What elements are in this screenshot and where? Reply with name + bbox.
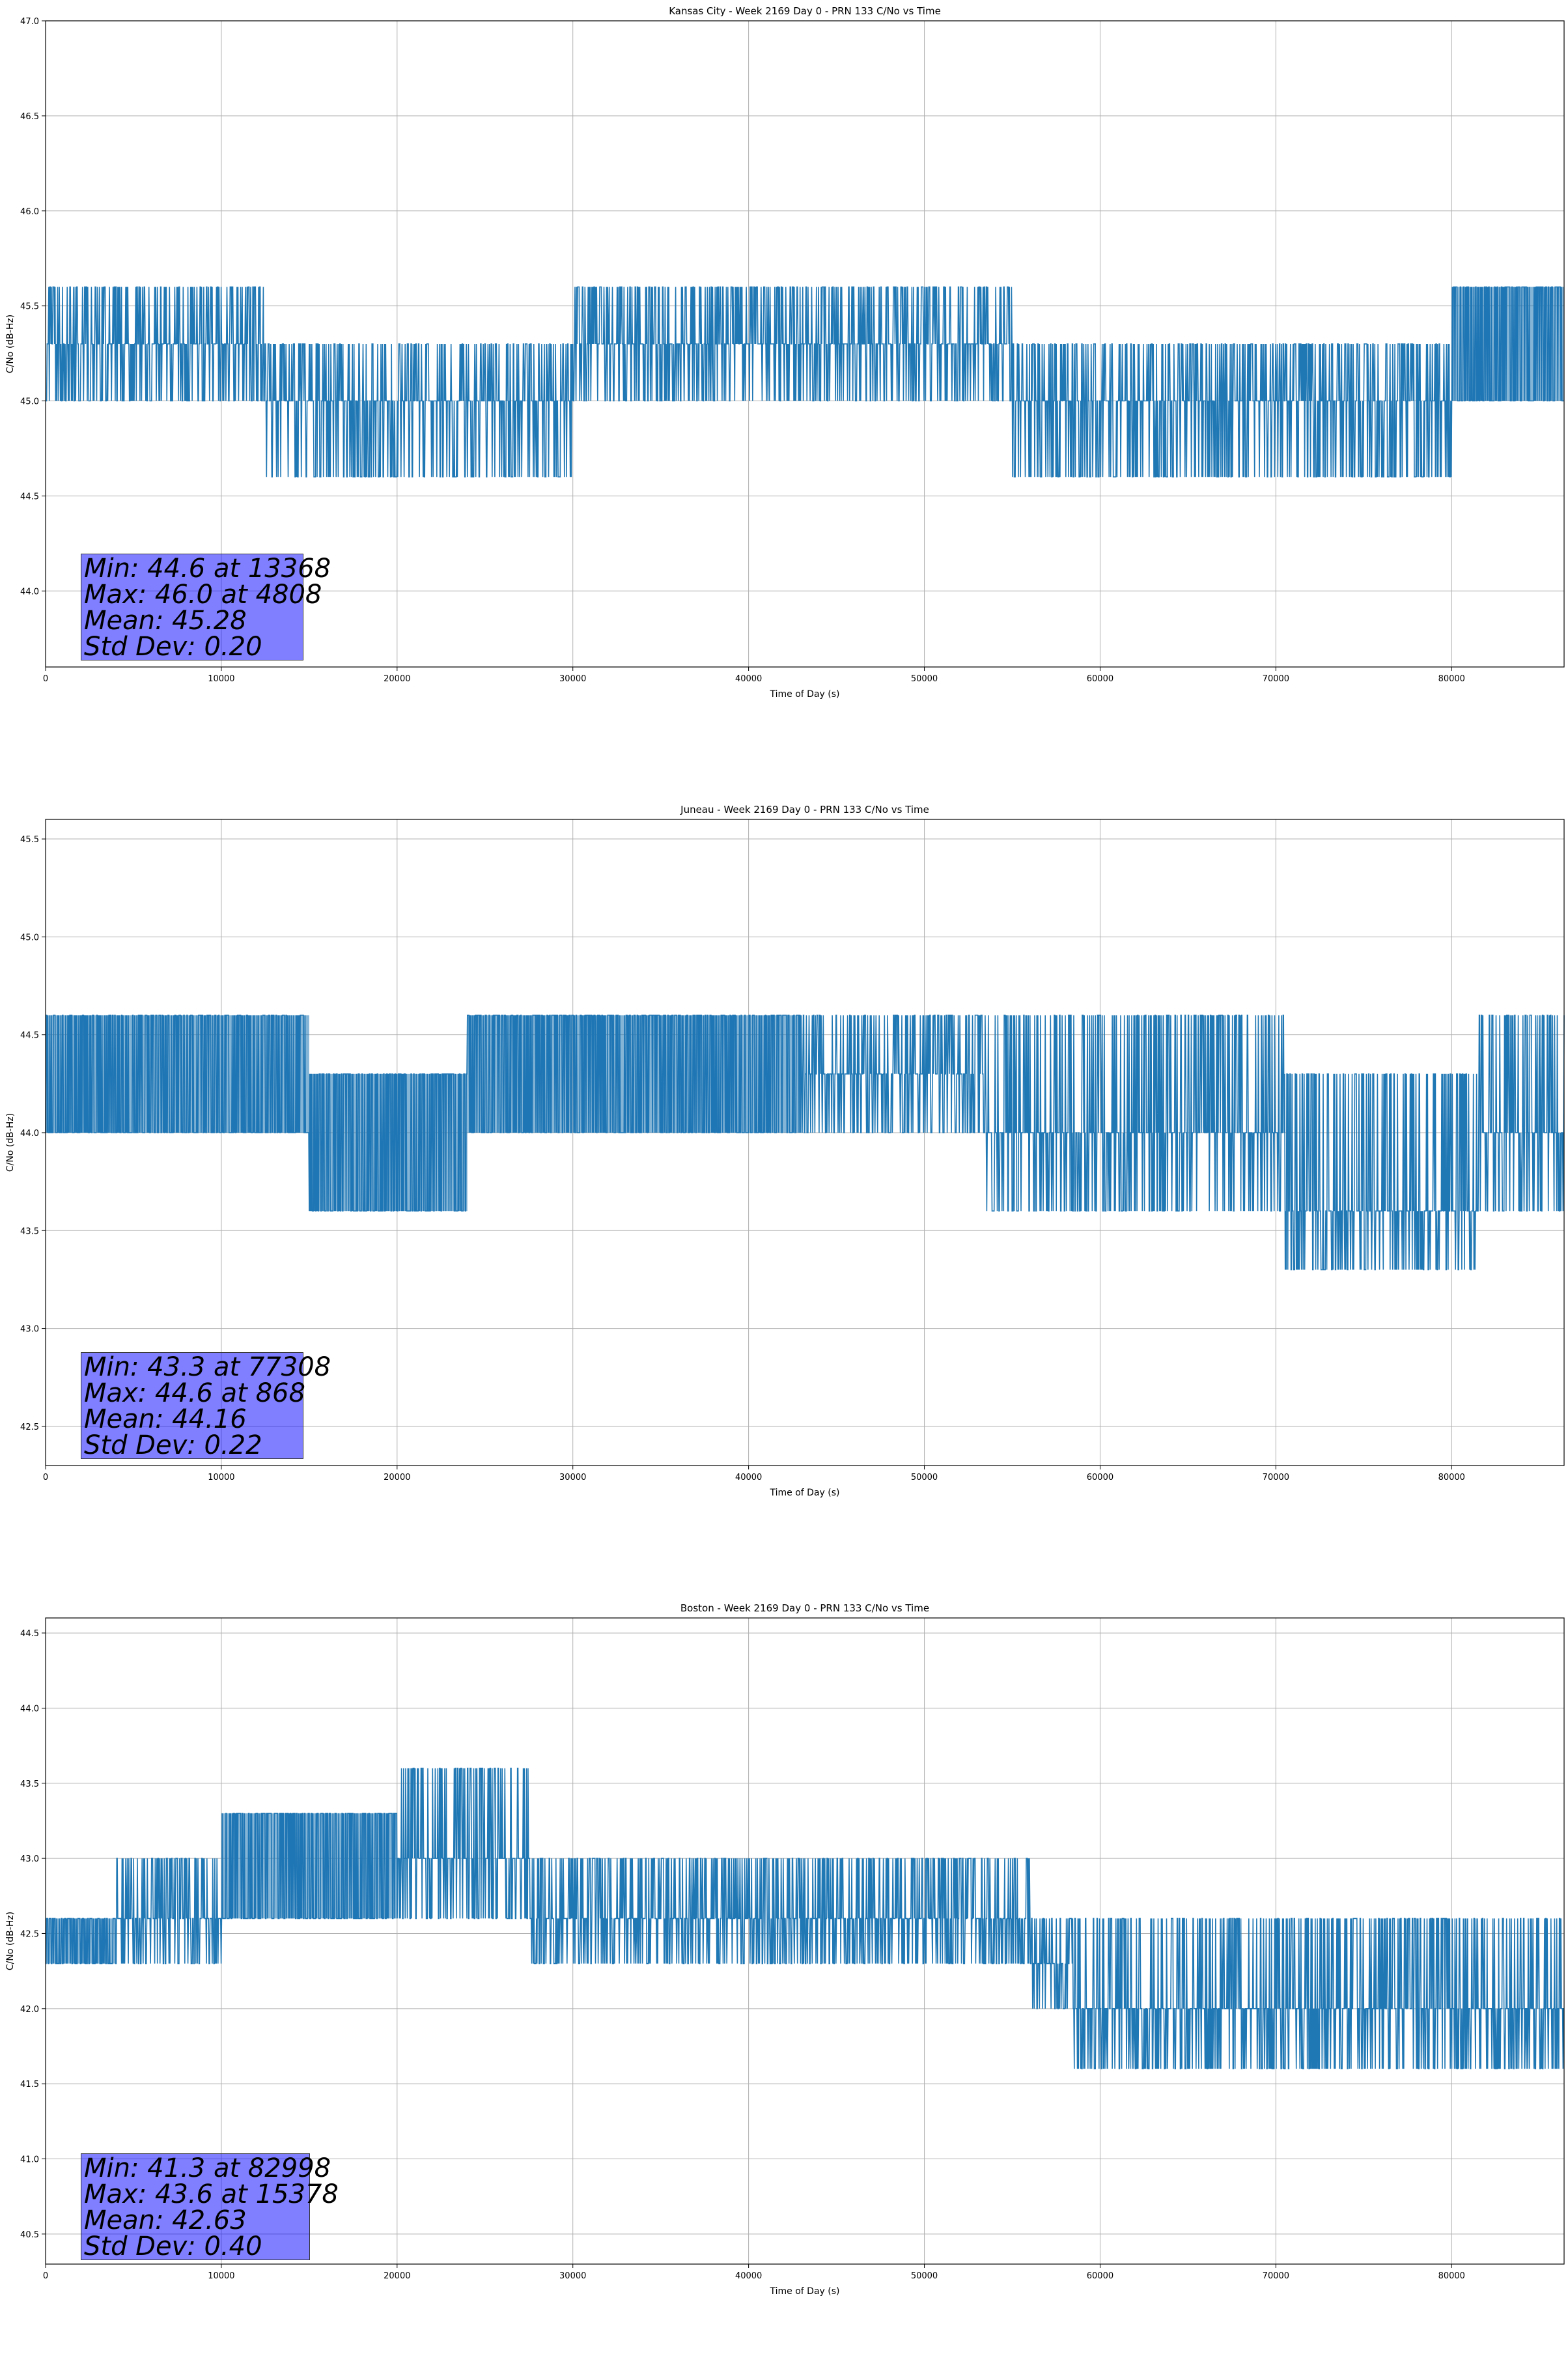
y-tick-label: 44.5	[20, 1031, 39, 1041]
y-tick-label: 41.0	[20, 2155, 39, 2165]
series-line	[45, 1014, 1565, 1271]
chart-panel-juneau: 0 10000 20000 30000 40000 50000 60000 70000 8000…	[0, 799, 1568, 1568]
x-tick-label: 20000	[384, 674, 410, 684]
x-tick-label: 20000	[384, 2271, 410, 2281]
x-tick-label: 50000	[911, 2271, 938, 2281]
plot-frame	[45, 819, 1565, 1466]
chart-title: Boston - Week 2169 Day 0 - PRN 133 C/No …	[680, 1602, 929, 1614]
series-line	[46, 286, 1564, 478]
x-tick-label: 70000	[1263, 1473, 1289, 1482]
y-tick-label: 45.5	[20, 835, 39, 845]
y-axis-label: C/No (dB-Hz)	[5, 1912, 16, 1970]
plot-frame	[45, 20, 1565, 668]
stats-std: Std Dev: 0.40	[84, 2232, 262, 2261]
stats-min: Min: 41.3 at 82998	[84, 2153, 331, 2183]
y-tick-label: 44.0	[20, 1704, 39, 1714]
y-tick-label: 46.5	[20, 112, 39, 122]
y-tick-label: 47.0	[20, 17, 39, 27]
y-tick-label: 44.0	[20, 1129, 39, 1139]
chart-panel-kansas-city: 0 10000 20000 30000 40000 50000 60000 70000 8000…	[0, 0, 1568, 770]
y-tick-label: 43.0	[20, 1854, 39, 1864]
x-tick-label: 70000	[1263, 2271, 1289, 2281]
series-band	[46, 1918, 116, 1964]
x-tick-label: 40000	[735, 674, 762, 684]
series-band	[1451, 287, 1564, 401]
plot-frame	[45, 1617, 1565, 2265]
y-tick-label: 42.5	[20, 1929, 39, 1939]
stats-std: Std Dev: 0.20	[84, 632, 262, 662]
x-tick-label: 80000	[1438, 1473, 1465, 1482]
x-tick-label: 40000	[735, 1473, 762, 1482]
x-tick-label: 0	[43, 1473, 48, 1482]
x-tick-label: 50000	[911, 1473, 938, 1482]
series-line	[46, 1767, 1564, 2069]
y-tick-label: 45.5	[20, 302, 39, 312]
y-tick-label: 46.0	[20, 207, 39, 217]
stats-mean: Mean: 45.28	[84, 606, 247, 636]
series-band	[309, 1073, 468, 1212]
x-tick-label: 0	[43, 2271, 48, 2281]
data-series	[46, 286, 1564, 478]
y-tick-label: 44.5	[20, 492, 39, 502]
stats-max: Max: 46.0 at 4808	[84, 580, 322, 610]
x-tick-label: 80000	[1438, 2271, 1465, 2281]
x-tick-label: 60000	[1087, 2271, 1113, 2281]
stats-min: Min: 43.3 at 77308	[84, 1352, 331, 1382]
x-tick-label: 50000	[911, 674, 938, 684]
x-tick-label: 10000	[208, 2271, 234, 2281]
y-tick-label: 43.5	[20, 1226, 39, 1236]
y-tick-label: 45.0	[20, 397, 39, 407]
x-tick-label: 60000	[1087, 674, 1113, 684]
x-tick-label: 40000	[735, 2271, 762, 2281]
x-axis-label: Time of Day (s)	[770, 2286, 840, 2297]
x-tick-label: 60000	[1087, 1473, 1113, 1482]
x-tick-label: 30000	[559, 1473, 586, 1482]
series-band	[221, 1813, 397, 1919]
stats-std: Std Dev: 0.22	[84, 1430, 262, 1460]
chart-title: Kansas City - Week 2169 Day 0 - PRN 133 …	[669, 5, 941, 17]
stats-box: Min: 44.6 at 13368 Max: 46.0 at 4808 Mea…	[81, 554, 331, 662]
stats-mean: Mean: 44.16	[84, 1404, 247, 1434]
stats-max: Max: 43.6 at 15378	[84, 2179, 339, 2209]
y-axis-label: C/No (dB-Hz)	[5, 1113, 16, 1172]
stats-min: Min: 44.6 at 13368	[84, 554, 331, 584]
y-axis-label: C/No (dB-Hz)	[5, 315, 16, 373]
x-tick-label: 0	[43, 674, 48, 684]
x-tick-label: 30000	[559, 674, 586, 684]
x-tick-label: 10000	[208, 1473, 234, 1482]
stats-mean: Mean: 42.63	[84, 2205, 247, 2235]
x-axis-label: Time of Day (s)	[770, 1488, 840, 1498]
x-tick-label: 10000	[208, 674, 234, 684]
x-tick-label: 80000	[1438, 674, 1465, 684]
stats-box: Min: 41.3 at 82998 Max: 43.6 at 15378 Me…	[81, 2153, 339, 2261]
y-tick-label: 42.5	[20, 1423, 39, 1432]
data-series	[46, 1767, 1564, 2069]
x-tick-label: 30000	[559, 2271, 586, 2281]
y-tick-label: 42.0	[20, 2005, 39, 2015]
stats-max: Max: 44.6 at 868	[84, 1378, 305, 1408]
y-tick-label: 44.0	[20, 587, 39, 597]
y-tick-label: 43.5	[20, 1779, 39, 1789]
y-tick-label: 40.5	[20, 2230, 39, 2240]
stats-box: Min: 43.3 at 77308 Max: 44.6 at 868 Mean…	[81, 1352, 331, 1460]
data-series	[45, 1014, 1565, 1271]
x-tick-label: 20000	[384, 1473, 410, 1482]
y-tick-label: 43.0	[20, 1325, 39, 1335]
y-tick-label: 45.0	[20, 933, 39, 943]
x-tick-label: 70000	[1263, 674, 1289, 684]
chart-panel-boston: 0 10000 20000 30000 40000 50000 60000 70000 8000…	[0, 1597, 1568, 2367]
chart-title: Juneau - Week 2169 Day 0 - PRN 133 C/No …	[680, 804, 929, 815]
y-tick-label: 44.5	[20, 1629, 39, 1639]
x-axis-label: Time of Day (s)	[770, 689, 840, 700]
series-band	[467, 1015, 802, 1133]
series-band	[46, 1015, 309, 1133]
y-tick-label: 41.5	[20, 2080, 39, 2090]
